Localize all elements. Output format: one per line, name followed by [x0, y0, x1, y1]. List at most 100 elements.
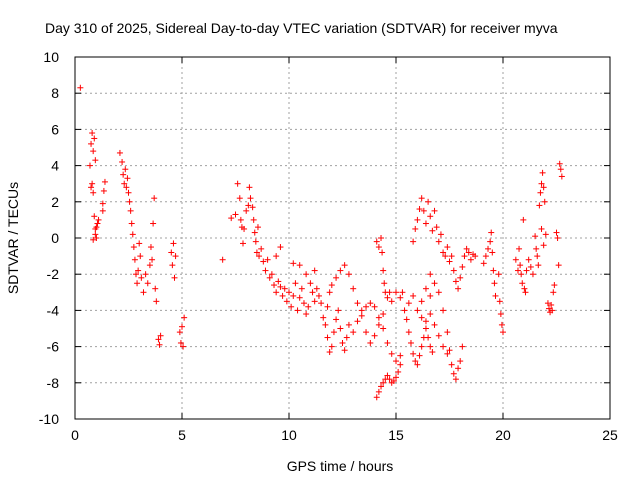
- data-point: [496, 298, 503, 305]
- data-point: [142, 271, 149, 278]
- y-tick-label: 10: [43, 49, 59, 65]
- data-point: [275, 278, 282, 285]
- data-point: [516, 245, 523, 252]
- data-point: [519, 280, 526, 287]
- data-point: [251, 229, 258, 236]
- data-point: [335, 307, 342, 314]
- data-point: [176, 329, 183, 336]
- data-point: [333, 274, 340, 281]
- x-tick-label: 25: [602, 427, 618, 443]
- data-point: [232, 211, 239, 218]
- data-point: [100, 187, 107, 194]
- data-point: [333, 316, 340, 323]
- data-point: [549, 307, 556, 314]
- data-point: [433, 224, 440, 231]
- data-point: [414, 361, 421, 368]
- data-point: [410, 350, 417, 357]
- data-point: [440, 307, 447, 314]
- data-point: [538, 225, 545, 232]
- data-point: [427, 213, 434, 220]
- data-point: [378, 383, 385, 390]
- data-point: [537, 189, 544, 196]
- data-point: [525, 256, 532, 263]
- data-point: [95, 216, 102, 223]
- data-point: [418, 343, 425, 350]
- data-point: [121, 180, 128, 187]
- data-point: [472, 253, 479, 260]
- data-point: [539, 169, 546, 176]
- y-tick-label: -4: [47, 302, 60, 318]
- data-point: [384, 372, 391, 379]
- data-point: [440, 343, 447, 350]
- data-point: [328, 343, 335, 350]
- data-point: [268, 271, 275, 278]
- data-point: [247, 195, 254, 202]
- data-point: [422, 318, 429, 325]
- data-point: [498, 321, 505, 328]
- data-point: [375, 388, 382, 395]
- data-point: [386, 376, 393, 383]
- data-point: [371, 332, 378, 339]
- data-point: [177, 339, 184, 346]
- data-point: [491, 280, 498, 287]
- data-point: [517, 262, 524, 269]
- data-point: [90, 189, 97, 196]
- x-tick-label: 20: [495, 427, 511, 443]
- data-point: [138, 274, 145, 281]
- data-point: [339, 339, 346, 346]
- data-point: [123, 184, 130, 191]
- data-point: [397, 294, 404, 301]
- data-point: [127, 207, 134, 214]
- data-point: [403, 316, 410, 323]
- data-point: [246, 184, 253, 191]
- data-point: [452, 376, 459, 383]
- data-point: [288, 303, 295, 310]
- data-point: [446, 347, 453, 354]
- data-point: [535, 262, 542, 269]
- data-point: [538, 180, 545, 187]
- data-point: [448, 361, 455, 368]
- data-point: [181, 314, 188, 321]
- data-point: [99, 200, 106, 207]
- data-point: [273, 289, 280, 296]
- data-point: [311, 298, 318, 305]
- data-point: [298, 285, 305, 292]
- y-tick-label: 2: [51, 194, 59, 210]
- data-point: [345, 321, 352, 328]
- data-point: [401, 307, 408, 314]
- data-point: [444, 350, 451, 357]
- data-point: [465, 249, 472, 256]
- data-point: [520, 216, 527, 223]
- data-point: [373, 394, 380, 401]
- data-point: [350, 329, 357, 336]
- data-point: [448, 253, 455, 260]
- data-point: [279, 292, 286, 299]
- data-point: [446, 258, 453, 265]
- data-point: [120, 171, 127, 178]
- data-point: [523, 267, 530, 274]
- data-point: [144, 280, 151, 287]
- data-point: [412, 225, 419, 232]
- data-point: [536, 202, 543, 209]
- data-point: [264, 256, 271, 263]
- data-point: [152, 285, 159, 292]
- y-tick-label: 4: [51, 158, 59, 174]
- data-point: [326, 349, 333, 356]
- data-point: [180, 343, 187, 350]
- data-point: [384, 339, 391, 346]
- data-point: [86, 162, 93, 169]
- data-point: [155, 336, 162, 343]
- data-point: [303, 271, 310, 278]
- data-point: [236, 195, 243, 202]
- data-point: [126, 198, 133, 205]
- data-point: [373, 238, 380, 245]
- data-point: [554, 235, 561, 241]
- data-point: [90, 148, 97, 155]
- data-point: [435, 332, 442, 339]
- data-point: [90, 236, 97, 243]
- data-point: [546, 305, 553, 312]
- data-point: [388, 298, 395, 305]
- data-point: [258, 245, 265, 252]
- data-point: [480, 260, 487, 267]
- data-point: [455, 365, 462, 372]
